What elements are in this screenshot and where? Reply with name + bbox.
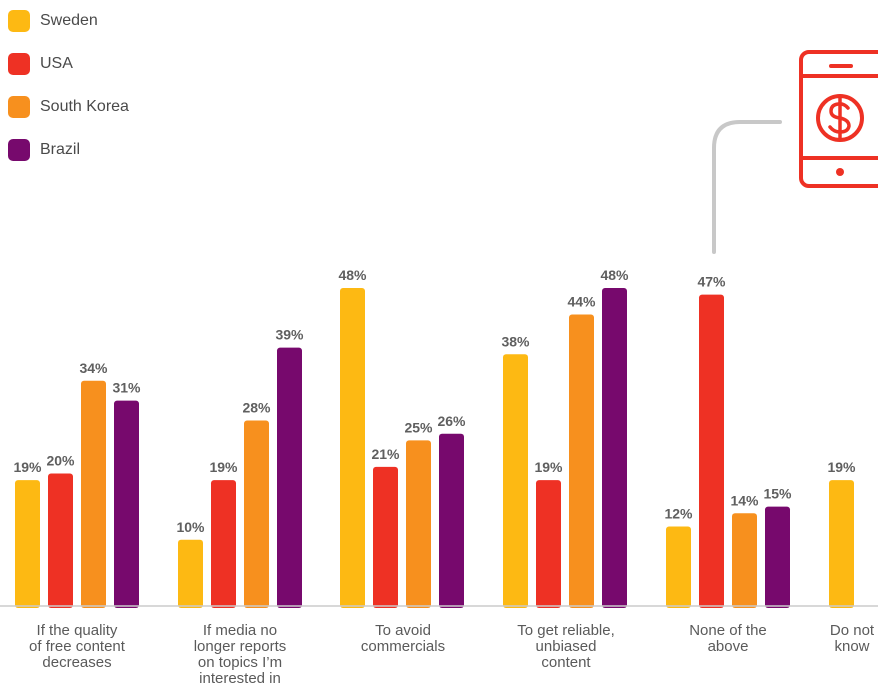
category-label-5: Do not know (830, 622, 875, 655)
category-label-line: of free content (29, 638, 126, 655)
legend-swatch-south-korea (8, 96, 30, 118)
category-label-line: on topics I’m (198, 654, 282, 671)
category-label-line: If the quality (37, 622, 118, 639)
bar-brazil-3 (602, 288, 627, 608)
bars-layer: 19% 20%34%31%10%19%28%39%48%21%25% 26%38%1… (13, 267, 856, 608)
callout-line (712, 120, 782, 254)
data-label-brazil-4: 15% (763, 486, 792, 502)
category-labels: If the quality of free content decreasesIf… (29, 622, 875, 687)
category-label-2: To avoid commercials (361, 622, 445, 655)
category-label-line: interested in (199, 670, 281, 687)
bar-usa-0 (48, 473, 73, 608)
category-label-line: content (541, 654, 591, 671)
data-label-south-korea-1: 28% (242, 400, 271, 416)
category-label-3: To get reliable, unbiased content (517, 622, 615, 671)
bar-south-korea-3 (569, 314, 594, 608)
bar-usa-3 (536, 480, 561, 608)
legend-item-south-korea: South Korea (8, 96, 129, 118)
category-label-1: If media no longer reports on topics I’m in… (194, 622, 287, 687)
category-label-line: None of the (689, 622, 767, 639)
category-label-line: To avoid (375, 622, 431, 639)
legend-label-south-korea: South Korea (40, 98, 129, 115)
bar-sweden-4 (666, 526, 691, 608)
category-label-4: None of the above (689, 622, 767, 655)
legend-item-usa: USA (8, 53, 129, 75)
legend-swatch-brazil (8, 139, 30, 161)
bar-sweden-2 (340, 288, 365, 608)
bar-south-korea-4 (732, 513, 757, 608)
data-label-usa-0: 20% (46, 453, 75, 469)
data-label-south-korea-2: 25% (404, 419, 433, 435)
bar-brazil-0 (114, 400, 139, 608)
bar-south-korea-2 (406, 440, 431, 608)
data-label-brazil-1: 39% (275, 327, 304, 343)
bar-usa-4 (699, 294, 724, 608)
legend-item-sweden: Sweden (8, 10, 129, 32)
data-label-south-korea-4: 14% (730, 492, 759, 508)
mobile-dollar-icon (799, 50, 878, 188)
bar-sweden-5 (829, 480, 854, 608)
category-label-line: commercials (361, 638, 445, 655)
bar-usa-2 (373, 466, 398, 608)
category-label-line: know (834, 638, 869, 655)
data-label-usa-4: 47% (697, 274, 726, 290)
legend-label-sweden: Sweden (40, 12, 98, 29)
legend-item-brazil: Brazil (8, 139, 129, 161)
bar-south-korea-1 (244, 420, 269, 608)
category-label-line: To get reliable, (517, 622, 615, 639)
data-label-south-korea-0: 34% (79, 360, 108, 376)
category-label-line: decreases (42, 654, 111, 671)
category-label-line: unbiased (536, 638, 597, 655)
data-label-sweden-5: 19% (827, 459, 856, 475)
bar-usa-1 (211, 480, 236, 608)
data-label-south-korea-3: 44% (567, 294, 596, 310)
bar-sweden-0 (15, 480, 40, 608)
bar-brazil-2 (439, 433, 464, 608)
data-label-sweden-3: 38% (501, 333, 530, 349)
legend-swatch-usa (8, 53, 30, 75)
data-label-sweden-2: 48% (338, 267, 367, 283)
bar-south-korea-0 (81, 380, 106, 608)
legend-label-usa: USA (40, 55, 73, 72)
bar-sweden-3 (503, 354, 528, 608)
data-label-brazil-0: 31% (112, 380, 141, 396)
bar-sweden-1 (178, 539, 203, 608)
data-label-sweden-1: 10% (176, 519, 205, 535)
category-label-line: above (708, 638, 749, 655)
data-label-brazil-2: 26% (437, 413, 466, 429)
bar-brazil-1 (277, 347, 302, 608)
category-label-line: Do not (830, 622, 875, 639)
legend: Sweden USA South Korea Brazil (8, 10, 129, 182)
category-label-line: longer reports (194, 638, 287, 655)
data-label-brazil-3: 48% (600, 267, 629, 283)
data-label-usa-3: 19% (534, 459, 563, 475)
category-label-0: If the quality of free content decreases (29, 622, 126, 671)
legend-label-brazil: Brazil (40, 141, 81, 158)
category-label-line: If media no (203, 622, 277, 639)
data-label-usa-2: 21% (371, 446, 400, 462)
bar-brazil-4 (765, 506, 790, 608)
data-label-sweden-0: 19% (13, 459, 42, 475)
data-label-sweden-4: 12% (664, 506, 693, 522)
data-label-usa-1: 19% (209, 459, 238, 475)
legend-swatch-sweden (8, 10, 30, 32)
